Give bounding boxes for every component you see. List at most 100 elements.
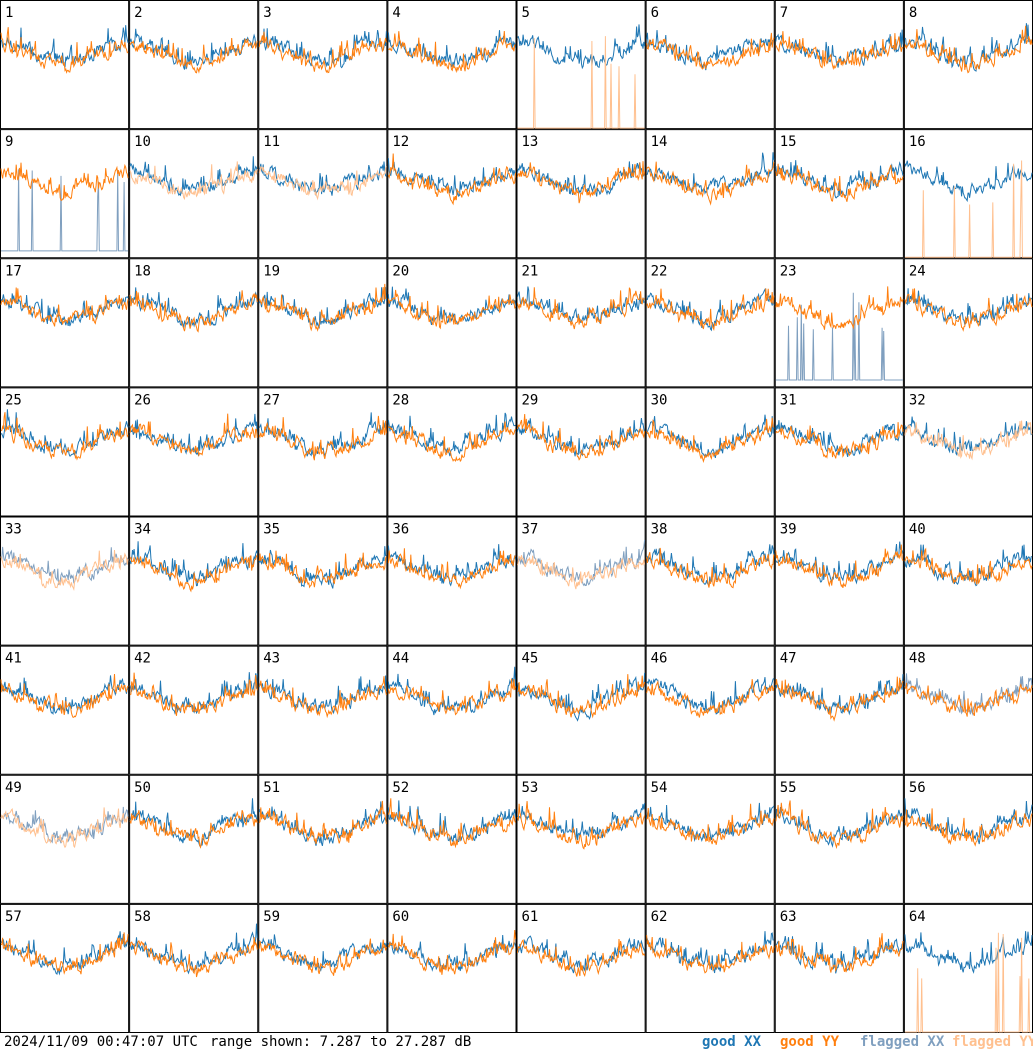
series-yy [646,288,775,331]
series-yy [387,798,516,849]
panel-label: 46 [651,651,668,667]
panel-label: 37 [522,522,539,538]
panel-frame [645,774,775,904]
panel-label: 23 [780,263,797,279]
panel-34: 34 [129,516,259,646]
panel-62: 62 [645,903,775,1033]
panel-label: 57 [5,909,22,925]
series-yy [517,938,646,978]
panel-label: 31 [780,392,797,408]
panel-20: 20 [387,258,517,388]
panel-frame [645,0,775,130]
series-yy [0,932,129,975]
series-xx [904,160,1033,203]
series-yy [646,935,775,974]
series-yy [517,161,646,204]
series-yy [904,288,1033,332]
series-xx [0,806,129,844]
legend-flagged-yy: flagged YY [952,1034,1033,1050]
series-xx [387,30,516,68]
panel-label: 9 [5,134,13,150]
panel-4: 4 [387,0,517,130]
panel-19: 19 [258,258,388,388]
series-xx [904,931,1033,974]
panel-label: 15 [780,134,797,150]
series-yy [646,547,775,589]
series-yy [646,417,775,464]
panel-label: 10 [134,134,151,150]
series-xx [646,931,774,974]
panel-frame [903,774,1033,904]
panel-label: 44 [392,651,409,667]
panel-label: 7 [780,5,788,21]
series-xx [129,28,258,70]
series-yy [387,548,516,590]
series-yy [904,160,1032,258]
series-xx [775,541,904,585]
panel-frame [774,645,904,775]
series-yy [0,673,129,718]
panel-label: 1 [5,5,13,21]
panel-59: 59 [258,903,388,1033]
panel-39: 39 [774,516,904,646]
panel-frame [774,0,904,130]
panel-label: 39 [780,522,797,538]
series-xx [129,287,258,328]
panel-3: 3 [258,0,388,130]
panel-label: 34 [134,522,151,538]
panel-9: 9 [0,129,130,259]
panel-label: 6 [651,5,659,21]
panel-40: 40 [903,516,1033,646]
panel-frame [129,774,259,904]
series-yy [258,800,387,844]
panel-frame [0,903,130,1033]
series-yy [0,549,129,591]
series-yy [129,37,258,74]
series-xx [129,798,258,849]
series-yy [258,165,387,201]
panel-label: 30 [651,392,668,408]
panel-10: 10 [129,129,259,259]
panel-frame [903,903,1033,1033]
panel-frame [258,129,388,259]
panel-label: 32 [909,392,926,408]
panel-6: 6 [645,0,775,130]
series-xx [775,292,903,381]
series-xx [775,420,904,458]
panel-frame [645,129,775,259]
panel-label: 14 [651,134,668,150]
series-xx [258,675,387,715]
panel-28: 28 [387,387,517,517]
series-xx [258,161,387,197]
series-yy [904,682,1033,717]
series-yy [775,676,904,722]
panel-frame [0,774,130,904]
panel-label: 43 [263,651,280,667]
series-xx [904,798,1033,845]
panel-37: 37 [516,516,646,646]
panel-53: 53 [516,774,646,904]
series-yy [258,31,387,74]
panel-label: 36 [392,522,409,538]
panel-label: 35 [263,522,280,538]
series-yy [646,803,775,845]
panel-frame [129,0,259,130]
series-xx [259,28,387,69]
panel-13: 13 [516,129,646,259]
panel-label: 11 [263,134,280,150]
series-yy [517,413,646,461]
series-xx [646,287,775,332]
panel-41: 41 [0,645,130,775]
series-xx [0,546,129,586]
series-xx [646,802,775,843]
panel-25: 25 [0,387,130,517]
panel-56: 56 [903,774,1033,904]
panel-55: 55 [774,774,904,904]
series-yy [258,283,387,332]
timestamp: 2024/11/09 00:47:07 UTC [4,1034,198,1050]
panel-frame [774,903,904,1033]
panel-54: 54 [645,774,775,904]
series-yy [129,672,258,716]
series-xx [258,801,387,847]
panel-label: 56 [909,780,926,796]
